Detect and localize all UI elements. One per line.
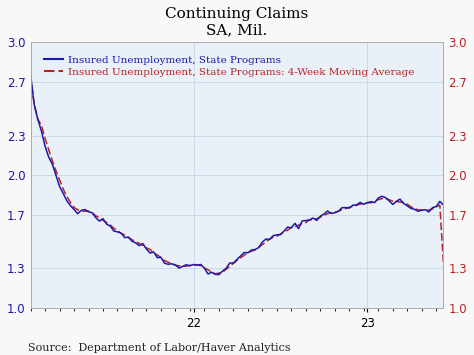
- Title: Continuing Claims
SA, Mil.: Continuing Claims SA, Mil.: [165, 7, 309, 37]
- Text: Source:  Department of Labor/Haver Analytics: Source: Department of Labor/Haver Analyt…: [28, 343, 291, 354]
- Legend: Insured Unemployment, State Programs, Insured Unemployment, State Programs: 4-We: Insured Unemployment, State Programs, In…: [44, 56, 414, 77]
